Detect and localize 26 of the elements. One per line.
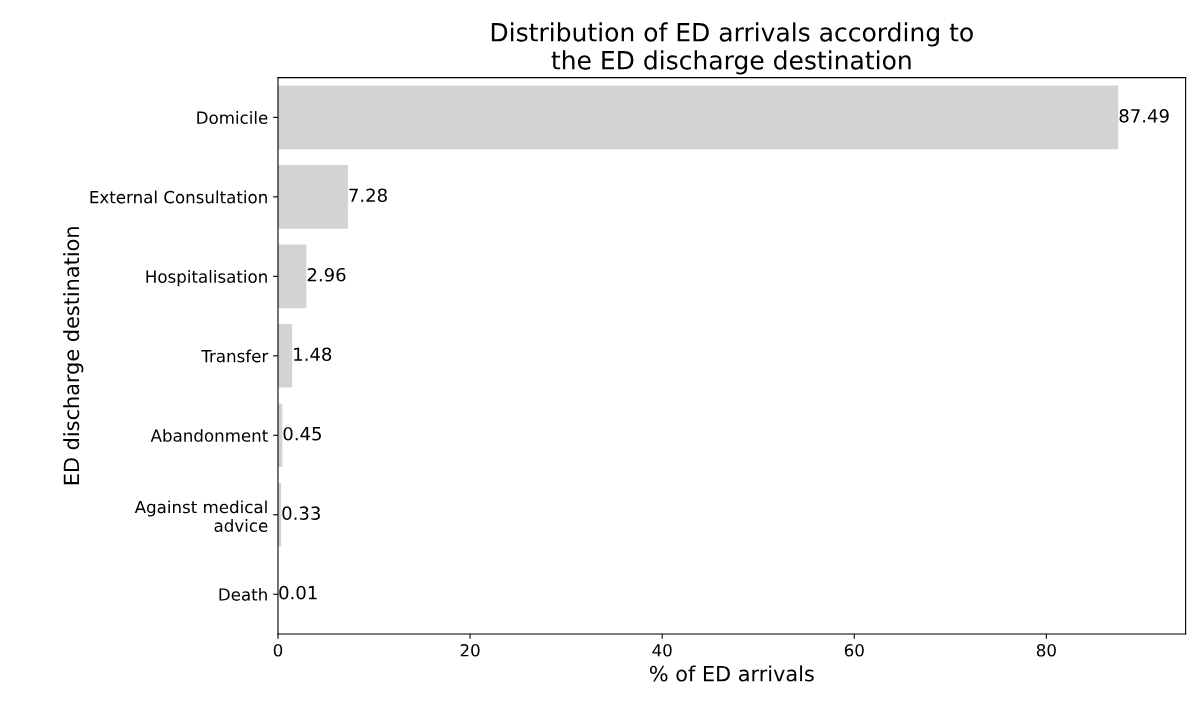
data-label: 1.48 bbox=[294, 347, 332, 362]
data-label: 87.49 bbox=[1119, 108, 1169, 123]
data-label: 0.33 bbox=[282, 506, 320, 521]
x-tick-label: 20 bbox=[460, 644, 480, 657]
y-tick-label: Transfer bbox=[201, 349, 269, 363]
y-axis-title: ED discharge destination bbox=[63, 227, 84, 485]
bar bbox=[277, 244, 307, 309]
y-tick-label: Hospitalisation bbox=[146, 270, 267, 287]
chart-title: Distribution of ED arrivals according to the ED discharge destination bbox=[491, 22, 973, 75]
bar bbox=[277, 85, 1119, 150]
y-tick-label: External Consultation bbox=[90, 190, 267, 204]
x-tick-label: 0 bbox=[273, 644, 283, 657]
x-tick-label: 40 bbox=[652, 644, 672, 657]
y-tick-label: Death bbox=[219, 587, 267, 601]
data-label: 2.96 bbox=[307, 267, 346, 282]
data-label: 0.01 bbox=[279, 585, 317, 600]
data-label: 7.28 bbox=[349, 188, 387, 203]
x-tick-label: 60 bbox=[844, 644, 864, 657]
x-tick-label: 80 bbox=[1036, 644, 1056, 657]
y-tick-label: Abandonment bbox=[150, 428, 268, 442]
data-label: 0.45 bbox=[283, 426, 321, 441]
bar bbox=[277, 165, 348, 229]
y-tick-label: Domicile bbox=[197, 111, 268, 124]
bar bbox=[277, 324, 293, 388]
y-tick-label: Against medical advice bbox=[134, 500, 268, 532]
x-axis-title: % of ED arrivals bbox=[649, 665, 814, 682]
